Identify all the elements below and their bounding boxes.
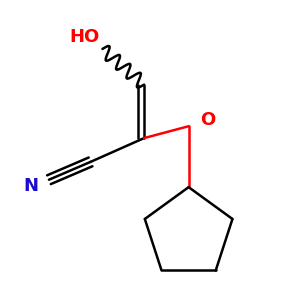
- Text: O: O: [200, 111, 216, 129]
- Text: N: N: [24, 177, 39, 195]
- Text: HO: HO: [70, 28, 100, 46]
